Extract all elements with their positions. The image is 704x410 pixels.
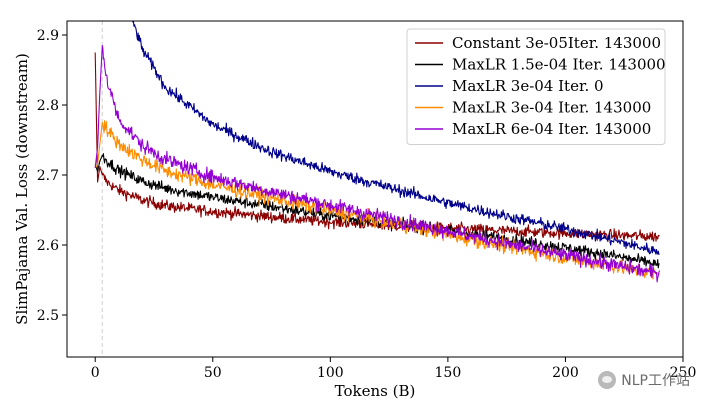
- y-axis-label: SlimPajama Val. Loss (downstream): [13, 53, 31, 325]
- series-line-0: [94, 52, 660, 243]
- y-tick-label: 2.6: [37, 238, 59, 254]
- legend-label: MaxLR 1.5e-04 Iter. 143000: [452, 56, 666, 74]
- watermark: NLP工作站: [598, 370, 690, 390]
- axes: 0 50 100 150 200 250 2.5 2.6 2.7 2.8 2.9 Tokens (B)…: [13, 20, 697, 400]
- y-tick-label: 2.7: [37, 168, 59, 184]
- x-tick-label: 250: [670, 365, 697, 381]
- x-tick-label: 150: [435, 365, 462, 381]
- x-tick-label: 50: [204, 365, 222, 381]
- legend-label: MaxLR 3e-04 Iter. 0: [452, 77, 604, 95]
- series-line-2: [132, 21, 660, 255]
- series-lines: [94, 21, 661, 283]
- legend-label: MaxLR 3e-04 Iter. 143000: [452, 99, 651, 117]
- legend-label: MaxLR 6e-04 Iter. 143000: [452, 120, 651, 138]
- wechat-icon: [598, 371, 617, 389]
- axes-frame: [66, 20, 684, 358]
- x-tick-label: 100: [317, 365, 344, 381]
- legend: Constant 3e-05Iter. 143000 MaxLR 1.5e-04 …: [406, 28, 666, 145]
- x-tick-label: 200: [552, 365, 579, 381]
- legend-label: Constant 3e-05Iter. 143000: [452, 34, 661, 52]
- watermark-text: NLP工作站: [621, 373, 690, 389]
- x-axis-label: Tokens (B): [335, 382, 416, 400]
- y-tick-label: 2.9: [37, 28, 59, 44]
- y-tick-label: 2.8: [37, 98, 59, 114]
- series-line-4: [94, 44, 661, 283]
- y-tick-label: 2.5: [37, 308, 59, 324]
- legend-box: [406, 28, 666, 145]
- x-tick-label: 0: [91, 365, 100, 381]
